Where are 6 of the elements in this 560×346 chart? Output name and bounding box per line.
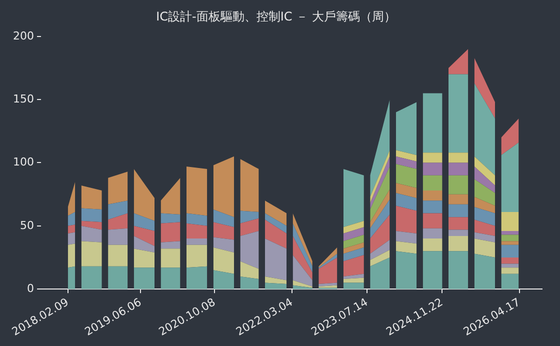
y-tick-label: 200 (12, 29, 34, 42)
y-tick-label: 100 (12, 156, 34, 169)
chart-title: IC設計-面板驅動、控制IC － 大戶籌碼（周） (156, 9, 396, 24)
y-tick-label: 0 (26, 282, 34, 295)
y-tick-label: 50 (20, 218, 34, 232)
y-tick-label: 150 (12, 92, 34, 106)
